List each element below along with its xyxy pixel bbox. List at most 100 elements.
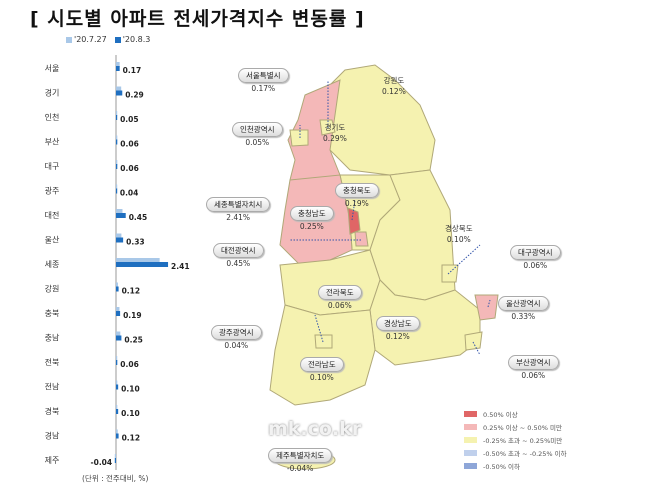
data-label: 0.06 bbox=[120, 140, 139, 149]
category-label: 울산 bbox=[45, 235, 60, 245]
category-label: 대전 bbox=[45, 210, 60, 220]
map-label: 경상북도 0.10% bbox=[445, 223, 473, 245]
data-label: -0.04 bbox=[91, 458, 113, 467]
data-label: 0.10 bbox=[121, 385, 140, 394]
map-legend-item: 0.50% 이상 bbox=[464, 407, 567, 420]
chart-legend: '20.7.27 '20.8.3 bbox=[66, 35, 150, 44]
bar-prev bbox=[116, 282, 118, 288]
bar-prev bbox=[116, 160, 118, 165]
map-label: 세종특별자치시 2.41% bbox=[206, 197, 271, 223]
region-value: 0.10% bbox=[309, 373, 334, 382]
category-label: 경기 bbox=[45, 88, 60, 98]
bar-prev bbox=[116, 331, 121, 337]
region-name: 경기도 bbox=[324, 123, 346, 132]
map-label: 강원도 0.12% bbox=[382, 75, 406, 97]
category-label: 대구 bbox=[45, 162, 60, 171]
map-label: 대구광역시 0.06% bbox=[510, 245, 561, 271]
bar-curr bbox=[116, 237, 124, 243]
watermark: mk.co.kr bbox=[268, 418, 362, 440]
bar-prev bbox=[116, 233, 122, 239]
legend-label: 0.25% 이상 ~ 0.50% 미만 bbox=[483, 423, 562, 432]
legend-swatch bbox=[464, 436, 477, 443]
region-name: 세종특별자치시 bbox=[206, 197, 271, 212]
map-label: 경상남도 0.12% bbox=[376, 316, 420, 342]
data-label: 0.25 bbox=[124, 336, 143, 345]
region-daegu bbox=[441, 264, 459, 283]
bar-prev bbox=[116, 209, 123, 214]
bar-prev bbox=[116, 258, 160, 263]
map-label: 충청북도 0.19% bbox=[335, 183, 379, 209]
region-name: 서울특별시 bbox=[238, 68, 289, 83]
bar-curr bbox=[114, 458, 116, 463]
region-name: 제주특별자치도 bbox=[268, 448, 333, 463]
category-label: 서울 bbox=[45, 64, 60, 73]
region-name: 강원도 bbox=[383, 76, 405, 85]
category-label: 경남 bbox=[45, 431, 60, 441]
map-label: 서울특별시 0.17% bbox=[238, 68, 289, 94]
category-label: 인천 bbox=[45, 112, 60, 122]
region-name: 광주광역시 bbox=[211, 325, 262, 340]
bar-curr bbox=[116, 360, 118, 365]
legend-label: -0.50% 초과 ~ -0.25% 이하 bbox=[483, 449, 567, 458]
region-value: 0.10% bbox=[446, 235, 471, 244]
region-incheon bbox=[289, 129, 309, 147]
bar-curr bbox=[116, 433, 119, 439]
korea-map bbox=[269, 64, 499, 470]
data-label: 0.33 bbox=[126, 238, 145, 247]
bar-prev bbox=[116, 62, 120, 67]
bar-curr bbox=[116, 188, 118, 194]
region-value: -0.04% bbox=[286, 464, 314, 473]
data-label: 0.06 bbox=[120, 164, 139, 173]
page-title: [ 시도별 아파트 전세가격지수 변동률 ] bbox=[30, 8, 365, 30]
region-gwangju bbox=[314, 334, 333, 349]
category-label: 강원 bbox=[45, 284, 60, 294]
region-value: 0.33% bbox=[511, 312, 536, 321]
region-value: 0.25% bbox=[299, 222, 324, 231]
region-ulsan bbox=[474, 294, 499, 321]
bar-curr bbox=[116, 139, 118, 145]
region-name: 대구광역시 bbox=[510, 245, 561, 260]
category-label: 경북 bbox=[45, 406, 60, 416]
category-label: 광주 bbox=[45, 186, 60, 196]
category-label: 전남 bbox=[45, 382, 60, 392]
region-value: 0.06% bbox=[523, 261, 548, 270]
bar-curr bbox=[116, 335, 122, 341]
legend-label: -0.25% 초과 ~ 0.25%미만 bbox=[483, 436, 563, 445]
data-label: 0.17 bbox=[123, 66, 142, 75]
region-name: 대전광역시 bbox=[213, 243, 264, 258]
bar-curr bbox=[116, 66, 120, 71]
legend-label: 0.50% 이상 bbox=[483, 410, 518, 419]
bar-curr bbox=[116, 213, 126, 218]
unit-note: (단위 : 전주대비, %) bbox=[82, 474, 149, 483]
region-jeonnam bbox=[269, 304, 376, 406]
data-label: 0.12 bbox=[122, 434, 141, 443]
region-name: 충청남도 bbox=[290, 206, 334, 221]
data-label: 0.04 bbox=[120, 189, 139, 198]
region-value: 0.19% bbox=[344, 199, 369, 208]
region-value: 0.05% bbox=[245, 138, 270, 147]
legend-label-prev: '20.7.27 bbox=[74, 35, 107, 44]
data-label: 0.29 bbox=[125, 91, 144, 100]
bar-prev bbox=[116, 307, 120, 312]
region-value: 2.41% bbox=[226, 213, 251, 222]
region-value: 0.45% bbox=[226, 259, 251, 268]
bar-curr bbox=[116, 311, 121, 316]
map-label: 제주특별자치도 -0.04% bbox=[268, 448, 333, 474]
map-legend-item: -0.50% 이하 bbox=[464, 459, 567, 472]
region-name: 경상북도 bbox=[445, 224, 473, 233]
region-value: 0.12% bbox=[382, 87, 406, 96]
leader-lines bbox=[290, 80, 491, 356]
map-label: 경기도 0.29% bbox=[323, 122, 347, 144]
map-label: 대전광역시 0.45% bbox=[213, 243, 264, 269]
region-name: 부산광역시 bbox=[508, 355, 559, 370]
category-label: 전북 bbox=[45, 357, 60, 367]
legend-label: -0.50% 이하 bbox=[483, 462, 521, 471]
legend-label-curr: '20.8.3 bbox=[122, 35, 151, 44]
region-name: 울산광역시 bbox=[498, 296, 549, 311]
map-legend-item: 0.25% 이상 ~ 0.50% 미만 bbox=[464, 420, 567, 433]
map-label: 충청남도 0.25% bbox=[290, 206, 334, 232]
region-value: 0.06% bbox=[521, 371, 546, 380]
map-label: 울산광역시 0.33% bbox=[498, 296, 549, 322]
region-name: 전라남도 bbox=[300, 357, 344, 372]
